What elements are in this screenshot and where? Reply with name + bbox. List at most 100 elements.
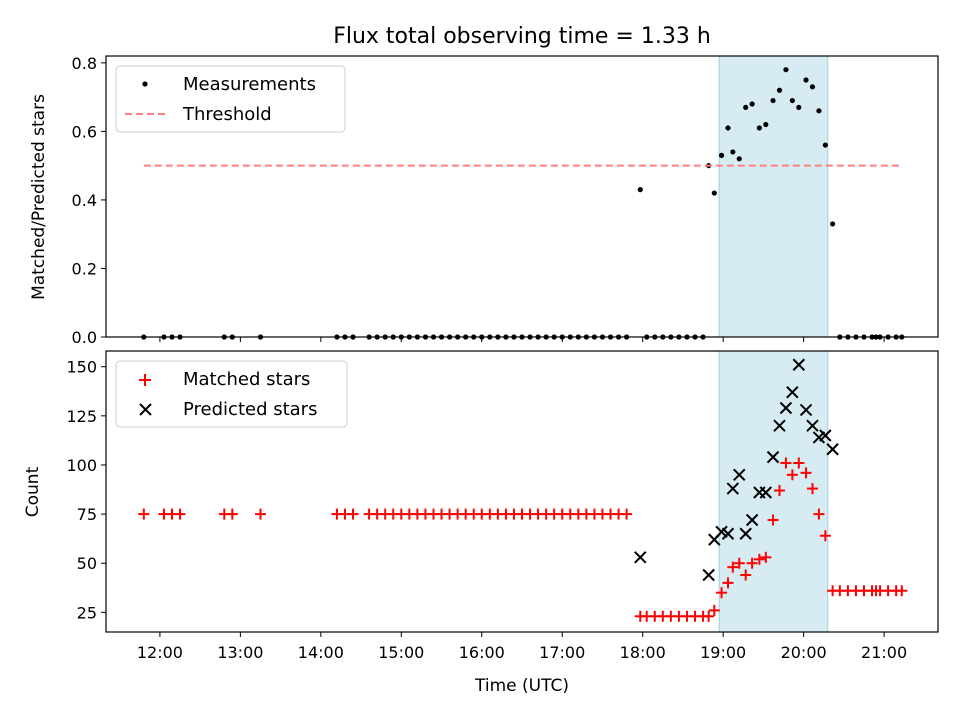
x-tick-label: 20:00 — [781, 643, 827, 662]
ratio-panel-frame — [105, 55, 939, 338]
predicted-x-b — [702, 568, 715, 582]
count-y-tick-label: 50 — [77, 554, 97, 573]
matched-stars-point — [727, 561, 739, 573]
matched-stars-point — [347, 508, 359, 520]
predicted-x-b — [799, 403, 813, 417]
x-tick-label: 12:00 — [137, 643, 183, 662]
measurement-point — [718, 152, 725, 158]
predicted-x-b — [715, 525, 728, 538]
predicted-x-b — [721, 527, 735, 540]
count-y-tick-label: 100 — [66, 456, 97, 475]
ratio-y-tick-label: 0.0 — [72, 328, 97, 347]
predicted-x-b — [819, 429, 832, 442]
predicted-x-b — [733, 468, 746, 482]
x-tick-label: 14:00 — [298, 643, 344, 662]
count-panel-ticks: 12:00 13:00 14:00 15:00 16:00 17:00 18:00 19:00… — [66, 358, 907, 662]
matched-stars-point — [174, 508, 186, 520]
predicted-stars-point — [759, 486, 773, 499]
count-panel: 12:00 13:00 14:00 15:00 16:00 17:00 18:00 19:00… — [23, 350, 939, 662]
count-y-tick-label: 25 — [77, 603, 97, 622]
measurement-point — [822, 142, 828, 148]
measurement-point — [763, 121, 769, 128]
x-tick-label: 13:00 — [217, 643, 263, 662]
predicted-stars-point — [786, 386, 799, 399]
predicted-stars-point — [799, 403, 813, 417]
predicted-stars-point — [819, 429, 832, 442]
predicted-x-b — [806, 419, 819, 432]
matched-stars-point — [722, 577, 734, 589]
measurement-point — [637, 187, 643, 193]
predicted-legend-label: Predicted stars — [183, 399, 317, 420]
matched-stars-point — [753, 553, 765, 565]
matched-stars-point — [226, 508, 238, 520]
matched-stars-point — [746, 557, 758, 569]
measurement-point — [730, 149, 736, 155]
measurement-point — [711, 190, 717, 196]
predicted-x-b — [745, 513, 759, 527]
count-panel-series — [138, 358, 908, 622]
predicted-x-b — [634, 551, 647, 564]
observing-window-shade-bottom — [718, 350, 829, 633]
predicted-x-b — [759, 486, 773, 499]
count-panel-frame — [105, 350, 939, 633]
ratio-y-tick-label: 0.4 — [72, 191, 97, 210]
count-y-tick-label: 75 — [77, 505, 97, 524]
measurement-point — [736, 156, 742, 162]
measurement-point — [796, 104, 802, 111]
matched-stars-point — [703, 610, 715, 622]
measurement-point — [749, 101, 755, 107]
measurement-point — [725, 125, 731, 131]
ratio-panel-legend: Measurements Threshold — [115, 65, 346, 133]
count-panel-legend: Matched stars Predicted stars — [115, 360, 348, 428]
predicted-stars-point — [726, 482, 740, 495]
ratio-y-tick-label: 0.6 — [72, 122, 97, 141]
count-y-tick-label: 125 — [66, 407, 97, 426]
measurement-point — [789, 97, 795, 104]
predicted-x-b — [779, 401, 793, 415]
measurement-point — [743, 104, 749, 111]
matched-stars-point — [767, 514, 779, 526]
matched-stars-point — [819, 530, 831, 542]
ratio-panel: 0.00.20.40.60.8 Matched/Predicted stars … — [29, 54, 939, 347]
measurement-point — [756, 125, 762, 131]
matched-legend-label: Matched stars — [183, 369, 310, 390]
measurement-point — [783, 67, 789, 73]
x-tick-label: 21:00 — [861, 643, 907, 662]
threshold-legend-label: Threshold — [182, 104, 272, 125]
matched-legend-marker — [139, 374, 151, 386]
matched-stars-point — [896, 585, 908, 597]
matched-stars-point — [806, 483, 818, 495]
predicted-x-b — [786, 386, 799, 399]
predicted-stars-point — [721, 527, 735, 540]
measurement-point — [776, 87, 783, 93]
matched-stars-point — [733, 557, 745, 569]
x-tick-label: 16:00 — [459, 643, 505, 662]
x-axis-label: Time (UTC) — [474, 676, 569, 696]
count-legend-box — [115, 360, 348, 428]
matched-stars-point — [786, 469, 798, 481]
x-tick-label: 17:00 — [539, 643, 585, 662]
predicted-stars-point — [766, 450, 780, 464]
predicted-x-b — [773, 419, 786, 432]
matched-stars-point — [254, 508, 266, 520]
matched-stars-point — [716, 587, 728, 599]
predicted-x-b — [792, 358, 806, 371]
matched-stars-point — [800, 467, 812, 479]
x-tick-label: 19:00 — [700, 643, 746, 662]
matched-stars-point — [793, 457, 805, 469]
predicted-x-b — [739, 527, 752, 540]
count-panel-ylabel: Count — [23, 466, 43, 517]
chart-title: Flux total observing time = 1.33 h — [333, 24, 711, 49]
measurement-point — [770, 97, 776, 104]
count-y-tick-label: 150 — [66, 358, 97, 377]
predicted-stars-point — [773, 419, 786, 432]
measurements-legend-label: Measurements — [183, 74, 316, 95]
measurement-point — [829, 221, 836, 227]
predicted-stars-point — [702, 568, 715, 582]
ratio-legend-box — [115, 65, 346, 133]
matched-stars-point — [773, 485, 785, 497]
matched-stars-point — [621, 508, 633, 520]
predicted-stars-point — [733, 468, 746, 482]
x-tick-label: 18:00 — [620, 643, 666, 662]
